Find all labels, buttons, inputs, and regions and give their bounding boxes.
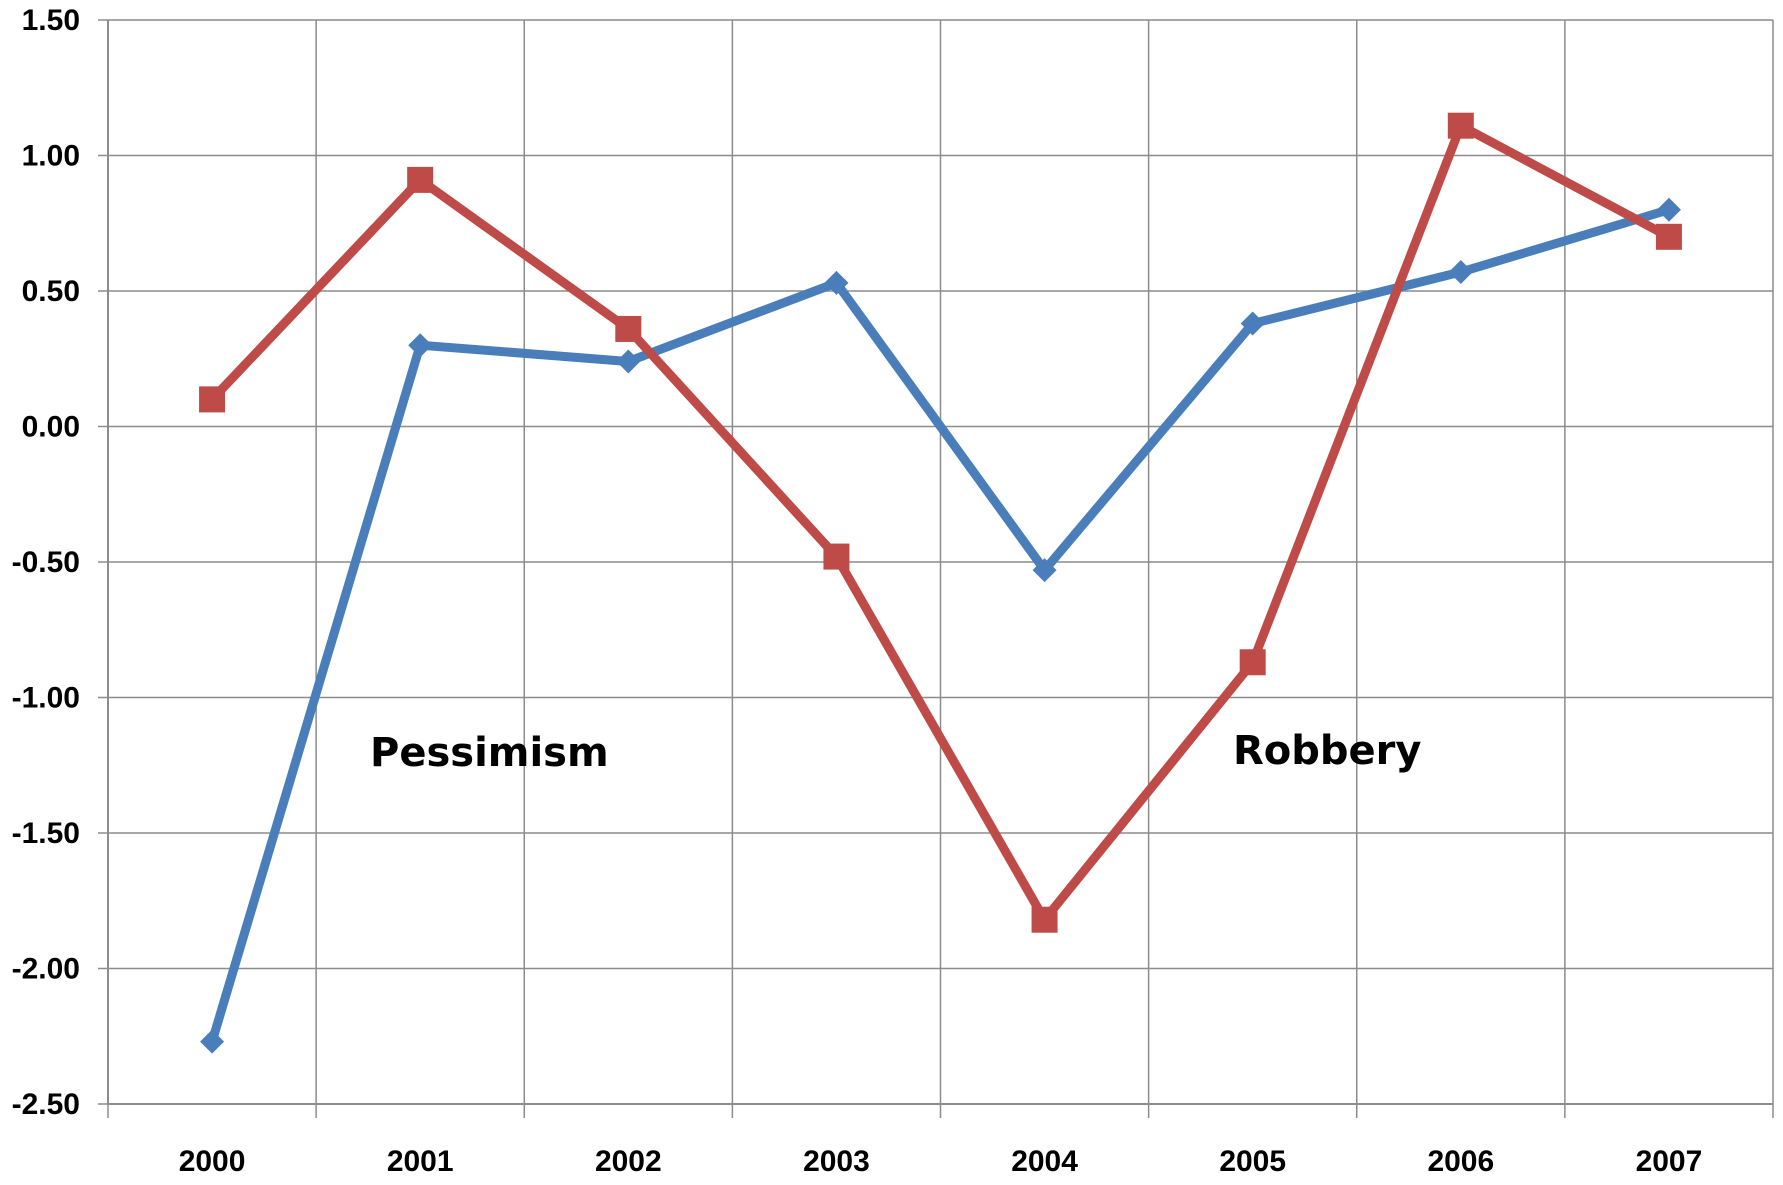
series-2-point [1032,907,1058,933]
series-1-point [616,349,640,373]
y-tick-label: -2.00 [12,953,80,986]
series-2-point [823,544,849,570]
series-2-point [407,167,433,193]
series-2-point [1656,224,1682,250]
y-tick-label: -0.50 [12,546,80,579]
series-1-point [200,1030,224,1054]
x-tick-label: 2002 [595,1145,662,1178]
y-axis-tick-labels: -2.50 -2.00 -1.50 -1.00 -0.50 0.00 0.50 1.00 1.5… [12,4,80,1121]
series-1-point [408,333,432,357]
x-tick-label: 2007 [1636,1145,1703,1178]
series-1-point [1657,198,1681,222]
x-tick-label: 2004 [1011,1145,1078,1178]
x-tick-label: 2006 [1427,1145,1494,1178]
y-tick-label: -2.50 [12,1088,80,1121]
y-tick-label: -1.50 [12,817,80,850]
series-1-point [1449,260,1473,284]
series-2-point [1240,649,1266,675]
x-tick-label: 2003 [803,1145,870,1178]
annotation-pessimism: Pessimism [370,730,609,776]
series-2-point [615,316,641,342]
y-tick-label: 1.00 [22,140,80,173]
y-tick-label: 1.50 [22,4,80,37]
series-2-point [1448,113,1474,139]
annotations: Pessimism Robbery [370,728,1421,776]
y-tick-label: 0.00 [22,411,80,444]
series-2-point [199,386,225,412]
x-tick-label: 2001 [387,1145,454,1178]
x-tick-label: 2005 [1219,1145,1286,1178]
x-tick-label: 2000 [179,1145,246,1178]
y-tick-label: -1.00 [12,682,80,715]
x-axis-tick-labels: 2000 2001 2002 2003 2004 2005 2006 2007 [179,1145,1703,1178]
annotation-robbery: Robbery [1233,728,1421,774]
y-tick-label: 0.50 [22,275,80,308]
